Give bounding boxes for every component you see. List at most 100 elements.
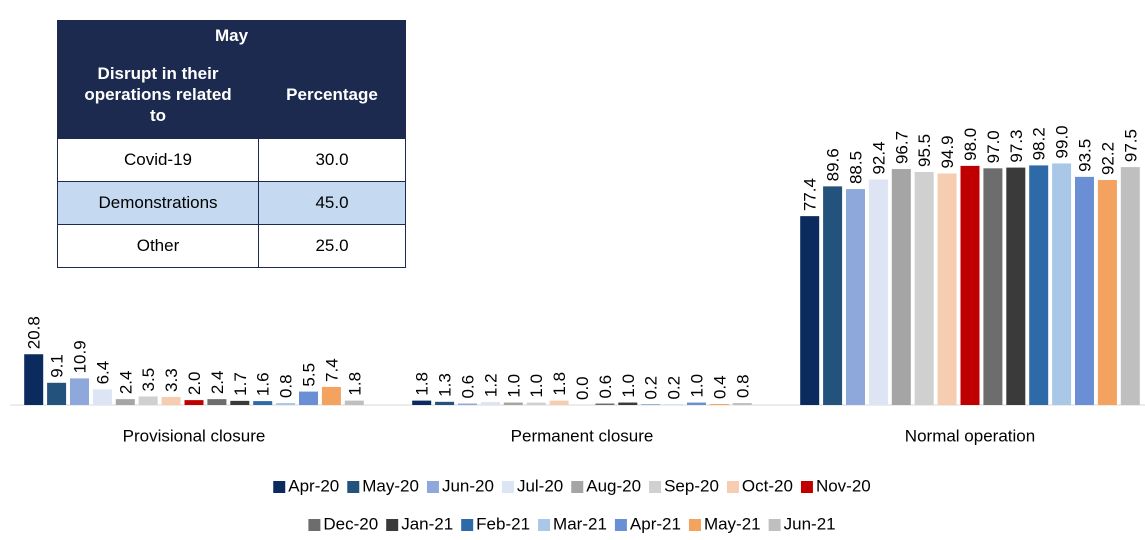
bar <box>823 186 843 405</box>
legend-swatch <box>688 519 701 531</box>
bar <box>253 401 273 405</box>
bar <box>914 171 934 405</box>
bar <box>435 401 455 405</box>
data-label: 0.2 <box>665 376 684 400</box>
bar <box>891 169 911 405</box>
legend-swatch <box>347 481 360 493</box>
data-label: 10.9 <box>71 340 90 373</box>
data-label: 0.6 <box>459 375 478 399</box>
data-label: 92.4 <box>869 141 888 174</box>
data-label: 92.2 <box>1098 142 1117 175</box>
bar <box>1029 165 1049 405</box>
data-label: 1.6 <box>254 372 273 396</box>
legend-swatch <box>426 481 439 493</box>
bar <box>70 378 89 405</box>
data-label: 96.7 <box>892 131 911 164</box>
bar <box>983 168 1003 405</box>
data-label: 0.8 <box>733 374 752 398</box>
legend-label: Jun-20 <box>442 476 494 495</box>
bar <box>1075 176 1094 405</box>
table-title: May <box>57 20 406 51</box>
legend-swatch <box>614 519 627 531</box>
bar <box>868 179 888 405</box>
legend-label: Jul-20 <box>517 476 563 495</box>
legend-label: Dec-20 <box>323 514 378 533</box>
bar <box>321 386 341 405</box>
data-label: 98.0 <box>961 128 980 161</box>
legend-swatch <box>501 481 514 493</box>
x-tick-label: Provisional closure <box>123 426 266 445</box>
data-label: 1.7 <box>231 372 250 396</box>
bar <box>458 403 477 405</box>
bar <box>1006 167 1026 405</box>
bar <box>709 404 729 405</box>
bar <box>503 402 523 405</box>
bar <box>184 400 204 405</box>
legend-swatch <box>726 481 739 493</box>
data-label: 3.3 <box>162 368 181 392</box>
bar <box>230 400 250 405</box>
bar <box>1097 180 1117 405</box>
data-label: 0.8 <box>277 374 296 398</box>
bar <box>480 402 500 405</box>
bar <box>161 396 181 405</box>
bar <box>618 402 638 405</box>
data-label: 0.6 <box>596 375 615 399</box>
legend-label: May-21 <box>704 514 761 533</box>
cell: Covid-19 <box>57 138 259 182</box>
bar <box>937 173 957 405</box>
legend-label: Jan-21 <box>401 514 453 533</box>
data-table: May Disrupt in their operations related … <box>57 20 406 268</box>
legend-label: Aug-20 <box>586 476 641 495</box>
cell: 45.0 <box>258 181 406 225</box>
legend-swatch <box>571 481 584 493</box>
data-label: 97.5 <box>1121 129 1140 162</box>
cell: Other <box>57 224 259 268</box>
bar <box>800 216 820 405</box>
legend-label: Sep-20 <box>664 476 719 495</box>
bar <box>846 189 865 405</box>
data-label: 0.4 <box>710 375 729 399</box>
bar <box>344 400 364 405</box>
data-label: 6.4 <box>93 361 112 385</box>
data-label: 98.2 <box>1030 127 1049 160</box>
bar <box>24 354 44 405</box>
data-label: 99.0 <box>1053 125 1072 158</box>
legend-swatch <box>273 481 286 493</box>
data-label: 77.4 <box>801 178 820 211</box>
data-label: 9.1 <box>48 354 67 378</box>
data-label: 0.0 <box>573 376 592 400</box>
data-label: 95.5 <box>915 134 934 167</box>
data-label: 1.3 <box>436 373 455 397</box>
data-label: 88.5 <box>847 151 866 184</box>
legend-label: Apr-20 <box>288 476 339 495</box>
data-label: 2.4 <box>116 371 135 395</box>
bar <box>687 402 706 405</box>
bar <box>1052 163 1072 405</box>
data-label: 94.9 <box>938 135 957 168</box>
data-label: 1.8 <box>413 372 432 396</box>
legend-swatch <box>461 519 474 531</box>
data-label: 1.2 <box>481 373 500 397</box>
bar <box>92 389 112 405</box>
data-label: 2.0 <box>185 371 204 395</box>
legend-label: Mar-21 <box>553 514 607 533</box>
data-label: 0.2 <box>642 376 661 400</box>
data-label: 3.5 <box>139 368 158 392</box>
bar <box>276 403 296 405</box>
x-tick-label: Normal operation <box>905 426 1035 445</box>
bar <box>549 400 569 405</box>
legend-swatch <box>768 519 781 531</box>
legend-label: Feb-21 <box>476 514 530 533</box>
legend-swatch <box>308 519 321 531</box>
bar <box>207 399 227 405</box>
legend-label: Nov-20 <box>816 476 871 495</box>
data-label: 20.8 <box>25 316 44 349</box>
data-label: 5.5 <box>300 363 319 387</box>
legend-swatch <box>538 519 551 531</box>
data-label: 2.4 <box>208 371 227 395</box>
cell: 25.0 <box>258 224 406 268</box>
bar <box>138 396 158 405</box>
bar <box>412 400 432 405</box>
legend-label: Apr-21 <box>630 514 681 533</box>
